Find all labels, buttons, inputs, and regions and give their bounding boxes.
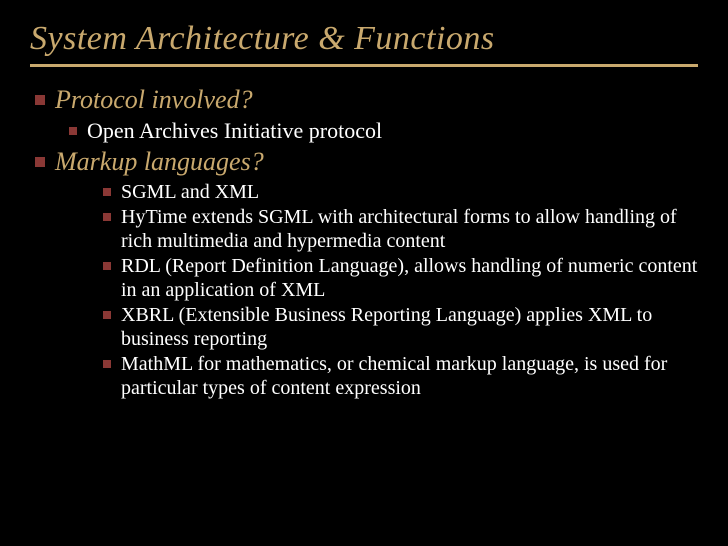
title-underline — [30, 64, 698, 67]
presentation-slide: System Architecture & Functions Protocol… — [0, 0, 728, 546]
square-bullet-icon — [103, 262, 111, 270]
bullet-text: MathML for mathematics, or chemical mark… — [121, 352, 698, 400]
square-bullet-icon — [69, 127, 77, 135]
bullet-item-level3: SGML and XML — [35, 180, 698, 204]
slide-title: System Architecture & Functions — [30, 20, 698, 58]
square-bullet-icon — [103, 360, 111, 368]
bullet-item-level1: Markup languages? — [35, 147, 698, 177]
square-bullet-icon — [103, 311, 111, 319]
bullet-item-level2: Open Archives Initiative protocol — [35, 118, 698, 144]
bullet-item-level3: XBRL (Extensible Business Reporting Lang… — [35, 303, 698, 351]
bullet-item-level3: MathML for mathematics, or chemical mark… — [35, 352, 698, 400]
square-bullet-icon — [103, 188, 111, 196]
square-bullet-icon — [35, 95, 45, 105]
bullet-text: RDL (Report Definition Language), allows… — [121, 254, 698, 302]
bullet-text: HyTime extends SGML with architectural f… — [121, 205, 698, 253]
bullet-item-level3: HyTime extends SGML with architectural f… — [35, 205, 698, 253]
bullet-text: Protocol involved? — [55, 85, 253, 115]
slide-content: Protocol involved? Open Archives Initiat… — [30, 85, 698, 400]
bullet-item-level3: RDL (Report Definition Language), allows… — [35, 254, 698, 302]
square-bullet-icon — [35, 157, 45, 167]
bullet-item-level1: Protocol involved? — [35, 85, 698, 115]
bullet-text: SGML and XML — [121, 180, 259, 204]
square-bullet-icon — [103, 213, 111, 221]
bullet-text: Open Archives Initiative protocol — [87, 118, 382, 144]
bullet-text: XBRL (Extensible Business Reporting Lang… — [121, 303, 698, 351]
bullet-text: Markup languages? — [55, 147, 264, 177]
